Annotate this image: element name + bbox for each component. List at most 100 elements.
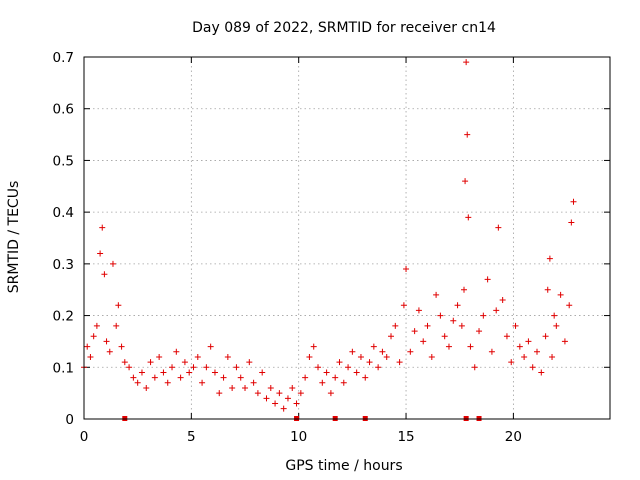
data-point <box>433 291 440 298</box>
data-point <box>233 364 240 371</box>
data-point <box>113 322 120 329</box>
data-point <box>375 364 382 371</box>
data-point <box>118 343 125 350</box>
data-point <box>471 364 478 371</box>
data-point <box>445 343 452 350</box>
data-point <box>332 374 339 381</box>
data-point <box>437 312 444 319</box>
data-point <box>521 353 528 360</box>
data-point <box>211 369 218 376</box>
data-point <box>99 224 106 231</box>
data-point <box>147 359 154 366</box>
x-tick-label: 5 <box>187 429 196 445</box>
data-point <box>315 364 322 371</box>
data-point <box>525 338 532 345</box>
data-point <box>411 328 418 335</box>
data-point <box>293 400 300 407</box>
x-tick-label: 15 <box>397 429 414 445</box>
y-tick-label: 0.2 <box>53 309 74 325</box>
data-point <box>109 260 116 267</box>
data-point <box>503 333 510 340</box>
data-point <box>450 317 457 324</box>
data-point <box>463 59 470 66</box>
data-point <box>156 353 163 360</box>
data-point <box>480 312 487 319</box>
data-point <box>199 379 206 386</box>
data-point <box>319 379 326 386</box>
data-point <box>467 343 474 350</box>
data-point <box>177 374 184 381</box>
data-point <box>458 322 465 329</box>
data-point <box>103 338 110 345</box>
data-point <box>327 390 334 397</box>
x-tick-label: 0 <box>80 429 89 445</box>
data-point <box>462 178 469 185</box>
plot-frame <box>83 56 611 420</box>
data-point <box>465 214 472 221</box>
data-point <box>566 302 573 309</box>
data-point <box>302 374 309 381</box>
data-point <box>561 338 568 345</box>
data-point <box>203 364 210 371</box>
data-point <box>297 390 304 397</box>
ticks-layer: 0 0.1 0.2 0.3 0.4 0.5 0.6 0.7 0 5 10 15 20 <box>53 50 610 445</box>
data-point <box>568 219 575 226</box>
data-point <box>544 286 551 293</box>
x-tick-label: 20 <box>505 429 522 445</box>
data-point <box>549 353 556 360</box>
data-point <box>130 374 137 381</box>
data-point <box>495 224 502 231</box>
data-point <box>403 266 410 273</box>
data-point <box>259 369 266 376</box>
data-point <box>464 131 471 138</box>
data-point <box>224 353 231 360</box>
data-point <box>280 405 287 412</box>
data-point <box>216 390 223 397</box>
data-point <box>323 369 330 376</box>
data-point <box>370 343 377 350</box>
data-point <box>516 343 523 350</box>
data-point <box>186 369 193 376</box>
y-tick-label: 0.4 <box>53 205 74 221</box>
data-point <box>181 359 188 366</box>
data-points <box>81 59 577 421</box>
data-point <box>493 307 500 314</box>
data-point <box>143 384 150 391</box>
data-point <box>542 333 549 340</box>
data-point <box>267 384 274 391</box>
data-point <box>121 359 128 366</box>
data-point <box>336 359 343 366</box>
data-point <box>190 364 197 371</box>
data-point <box>220 374 227 381</box>
data-point <box>115 302 122 309</box>
data-point <box>310 343 317 350</box>
data-point <box>383 353 390 360</box>
data-point <box>454 302 461 309</box>
data-point <box>138 369 145 376</box>
data-point <box>508 359 515 366</box>
data-point <box>134 379 141 386</box>
data-point <box>93 322 100 329</box>
data-point <box>126 364 133 371</box>
data-point <box>488 348 495 355</box>
data-point <box>546 255 553 262</box>
data-point <box>357 353 364 360</box>
data-point <box>272 400 279 407</box>
data-point <box>276 390 283 397</box>
data-point <box>84 343 91 350</box>
data-point <box>441 333 448 340</box>
data-point <box>428 353 435 360</box>
data-point <box>169 364 176 371</box>
data-point <box>246 359 253 366</box>
data-point <box>415 307 422 314</box>
data-point <box>512 322 519 329</box>
data-point <box>340 379 347 386</box>
data-point <box>289 384 296 391</box>
data-point <box>400 302 407 309</box>
data-point <box>379 348 386 355</box>
data-point <box>557 291 564 298</box>
data-point <box>349 348 356 355</box>
data-point <box>484 276 491 283</box>
data-point <box>237 374 244 381</box>
data-point <box>242 384 249 391</box>
